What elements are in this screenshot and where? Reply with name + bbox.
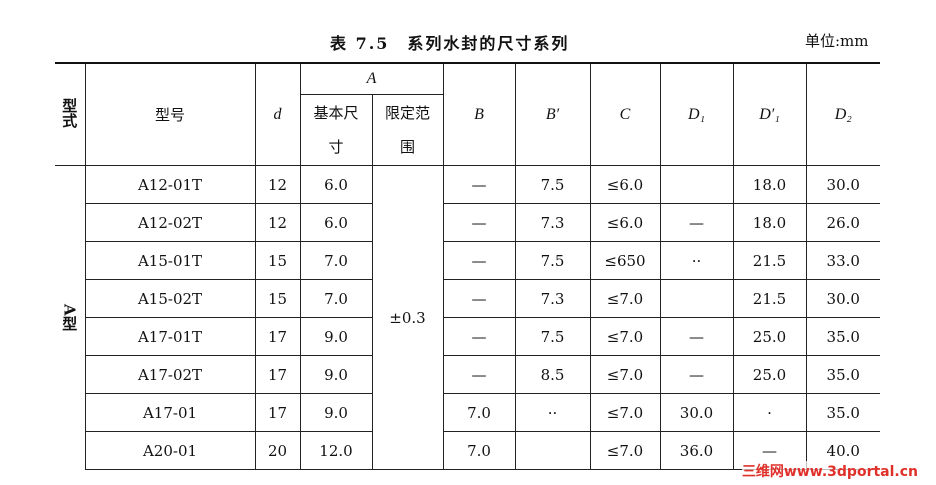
table-row: A17-01 17 9.0 7.0 ·· ≤7.0 30.0 · 35.0 (55, 393, 880, 432)
d-cell: 12 (254, 203, 301, 242)
model-cell: A17-01 (85, 393, 256, 432)
model-cell: A12-02T (85, 203, 256, 242)
B-prime-cell: 7.5 (514, 317, 591, 356)
B-prime-cell: 8.5 (514, 355, 591, 394)
watermark: 三维网www.3dportal.cn (741, 461, 918, 481)
D1-cell: — (659, 203, 734, 242)
B-prime-cell: 7.5 (514, 165, 591, 204)
B-cell: 7.0 (442, 431, 516, 470)
C-cell: ≤650 (589, 241, 661, 280)
header-B: B (442, 62, 516, 166)
header-A-range: 限定范围 (371, 94, 443, 166)
model-cell: A12-01T (84, 165, 256, 204)
D1-prime-cell: 18.0 (732, 165, 807, 204)
A-basic-cell: 12.0 (299, 431, 373, 470)
C-cell: ≤7.0 (589, 279, 661, 318)
A-basic-cell: 6.0 (299, 165, 373, 204)
B-cell: — (442, 165, 516, 204)
header-C: C (589, 62, 661, 166)
B-cell: — (442, 279, 516, 318)
D1-prime-cell: 21.5 (732, 279, 807, 318)
B-prime-cell: 7.3 (514, 279, 591, 318)
D1-cell (659, 279, 734, 318)
C-cell: ≤6.0 (589, 165, 661, 204)
table-row: A12-02T 12 6.0—7.3 ≤6.0—18.0 26.0 (55, 203, 880, 242)
A-basic-cell: 9.0 (299, 317, 373, 356)
header-A: A (299, 62, 444, 95)
D2-cell: 30.0 (805, 279, 880, 318)
B-cell: — (442, 317, 516, 356)
B-cell: 7.0 (442, 393, 516, 432)
D2-cell: 35.0 (805, 355, 880, 394)
header-A-basic: 基本尺寸 (300, 94, 373, 166)
D1-cell (659, 165, 734, 204)
table-row: A15-02T 15 7.0 —7.3 ≤7.0 21.5 30.0 (55, 279, 880, 318)
d-cell: 12 (254, 165, 301, 204)
D1-prime-cell: 21.5 (732, 241, 807, 280)
header-B-prime: B′ (514, 62, 591, 166)
group-label: A型 (55, 165, 86, 470)
header-D1-prime: D′₁ (732, 62, 807, 166)
D2-cell: 35.0 (805, 317, 880, 356)
D1-cell: — (659, 317, 734, 356)
C-cell: ≤7.0 (589, 393, 661, 432)
A-basic-cell: 7.0 (299, 279, 373, 318)
D2-cell: 33.0 (805, 241, 880, 280)
D1-cell: — (659, 355, 734, 394)
header-D1: D₁ (659, 62, 734, 166)
model-cell: A17-02T (85, 355, 256, 394)
D1-cell: 36.0 (659, 431, 734, 470)
A-basic-cell: 9.0 (299, 393, 373, 432)
D1-prime-cell: 25.0 (732, 317, 807, 356)
d-cell: 15 (254, 279, 301, 318)
A-basic-cell: 9.0 (299, 355, 373, 394)
header-type: 型式 (55, 62, 86, 166)
table-row: A15-01T 15 7.0 —7.5 ≤650 ·· 21.5 33.0 (55, 241, 880, 280)
C-cell: ≤7.0 (589, 355, 661, 394)
model-cell: A15-02T (85, 279, 256, 318)
unit-label: 单位:mm (805, 32, 869, 50)
D2-cell: 26.0 (805, 203, 880, 242)
C-cell: ≤7.0 (589, 317, 661, 356)
C-cell: ≤6.0 (589, 203, 661, 242)
B-cell: — (442, 203, 516, 242)
d-cell: 17 (254, 393, 301, 432)
d-cell: 15 (254, 241, 301, 280)
D1-cell: 30.0 (659, 393, 734, 432)
C-cell: ≤7.0 (589, 431, 661, 470)
table-title: 表 7.5 系列水封的尺寸系列 (330, 34, 570, 53)
A-basic-cell: 7.0 (299, 241, 373, 280)
B-prime-cell (514, 431, 591, 470)
D1-prime-cell: 18.0 (732, 203, 807, 242)
header-model: 型号 (84, 62, 256, 166)
D1-cell: ·· (659, 241, 734, 280)
table-row: A型 A12-01T 12 6.0 ±0.3—7.5 ≤6.0 18.0 30.0 (55, 165, 880, 470)
table-row: A17-01T 17 9.0—7.5 ≤7.0—25.0 35.0 (55, 317, 880, 356)
table-row: A20-01 20 12.0 7.0 ≤7.0 36.0—40.0 (55, 431, 880, 470)
A-range-cell: ±0.3 (371, 165, 444, 470)
D2-cell: 35.0 (805, 393, 880, 432)
B-prime-cell: ·· (514, 393, 591, 432)
B-prime-cell: 7.3 (514, 203, 591, 242)
header-D2: D₂ (805, 62, 880, 166)
B-cell: — (442, 241, 516, 280)
d-cell: 20 (254, 431, 301, 470)
B-cell: — (442, 355, 516, 394)
D2-cell: 30.0 (805, 165, 880, 204)
d-cell: 17 (254, 317, 301, 356)
D1-prime-cell: 25.0 (732, 355, 807, 394)
B-prime-cell: 7.5 (514, 241, 591, 280)
d-cell: 17 (254, 355, 301, 394)
header-d: d (254, 62, 301, 166)
A-basic-cell: 6.0 (299, 203, 373, 242)
model-cell: A20-01 (85, 431, 256, 470)
model-cell: A17-01T (85, 317, 256, 356)
dimension-table: 型式 型号 d A B B′ C D₁ D′₁ D₂ 基本尺寸 限定范围 A型 A… (55, 62, 880, 470)
table-row: A17-02T 17 9.0—8.5 ≤7.0—25.0 35.0 (55, 355, 880, 394)
model-cell: A15-01T (85, 241, 256, 280)
D1-prime-cell: · (732, 393, 807, 432)
